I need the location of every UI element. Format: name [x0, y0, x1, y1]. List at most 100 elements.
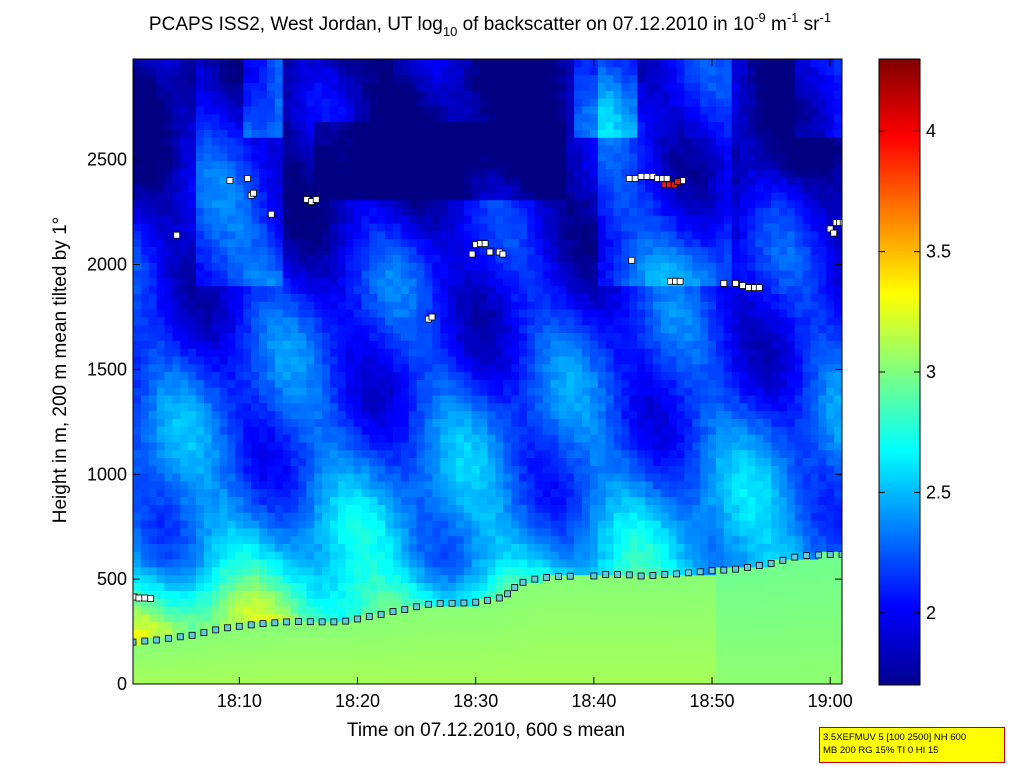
heat-cell	[211, 629, 221, 638]
heat-cell	[487, 613, 496, 623]
heat-cell	[211, 184, 221, 193]
heat-cell	[479, 543, 489, 552]
heat-cell	[385, 293, 394, 302]
heat-cell	[613, 590, 623, 599]
heat-cell	[274, 402, 284, 412]
heat-cell	[511, 473, 520, 482]
heat-cell	[156, 215, 166, 224]
heat-cell	[196, 488, 205, 498]
heat-cell	[455, 676, 465, 684]
heat-cell	[211, 301, 221, 310]
heat-cell	[369, 246, 378, 255]
heat-cell	[377, 113, 386, 123]
heat-cell	[314, 285, 323, 294]
heat-cell	[613, 301, 623, 310]
heat-cell	[282, 90, 292, 99]
heat-cell	[574, 543, 583, 552]
heat-cell	[440, 434, 449, 443]
heat-cell	[511, 434, 520, 443]
heat-cell	[455, 488, 465, 498]
heat-cell	[558, 254, 567, 263]
heat-cell	[274, 121, 284, 130]
heat-cell	[408, 371, 418, 380]
heat-cell	[416, 613, 426, 623]
heat-cell	[314, 269, 323, 279]
heat-cell	[495, 660, 504, 669]
heat-cell	[385, 238, 394, 248]
heat-cell	[148, 465, 158, 474]
heat-cell	[314, 418, 323, 427]
heat-cell	[148, 82, 158, 91]
heat-cell	[621, 598, 630, 607]
heat-cell	[566, 355, 575, 365]
heat-cell	[290, 676, 300, 684]
heat-cell	[219, 137, 229, 146]
heat-cell	[219, 465, 229, 474]
heat-cell	[361, 457, 370, 466]
heat-cell	[369, 504, 378, 513]
heat-cell	[455, 449, 465, 459]
heat-cell	[306, 660, 315, 669]
heat-cell	[511, 566, 520, 576]
heat-cell	[432, 418, 441, 427]
heat-cell	[235, 301, 244, 310]
heat-cell	[196, 191, 205, 201]
heat-cell	[227, 566, 237, 576]
heat-cell	[400, 144, 410, 154]
heat-cell	[211, 98, 221, 107]
heat-cell	[164, 598, 173, 607]
heat-cell	[369, 230, 378, 240]
heat-cell	[377, 387, 386, 396]
heat-cell	[140, 129, 150, 138]
heat-cell	[503, 418, 512, 427]
heat-cell	[432, 644, 441, 654]
heat-cell	[511, 82, 520, 91]
heat-cell	[322, 262, 331, 271]
heat-cell	[621, 652, 630, 662]
heat-cell	[479, 488, 489, 498]
heat-cell	[164, 535, 173, 544]
heat-cell	[440, 230, 449, 240]
heat-cell	[392, 598, 402, 607]
heat-cell	[613, 394, 623, 404]
heat-cell	[400, 402, 410, 412]
heat-cell	[172, 465, 181, 474]
heat-cell	[471, 230, 481, 240]
heat-cell	[322, 90, 331, 99]
heat-cell	[251, 551, 260, 560]
heat-cell	[519, 410, 528, 419]
heat-cell	[408, 660, 418, 669]
heat-cell	[180, 598, 189, 607]
heat-cell	[503, 277, 512, 287]
heat-cell	[448, 644, 457, 654]
heat-cell	[416, 590, 426, 599]
heat-cell	[148, 144, 158, 154]
heat-cell	[156, 371, 166, 380]
heat-cell	[566, 605, 575, 615]
heat-cell	[156, 527, 166, 537]
heat-cell	[314, 168, 323, 177]
heat-cell	[503, 254, 512, 263]
heat-cell	[243, 371, 252, 380]
heat-cell	[227, 113, 237, 123]
heat-cell	[156, 191, 166, 201]
heat-cell	[172, 324, 181, 334]
heat-cell	[211, 176, 221, 185]
heat-cell	[440, 168, 449, 177]
heat-cell	[605, 176, 615, 185]
heat-cell	[400, 121, 410, 130]
heat-cell	[156, 574, 166, 584]
heat-cell	[495, 519, 504, 529]
heat-cell	[479, 269, 489, 279]
heat-cell	[172, 340, 181, 349]
heat-cell	[298, 184, 307, 193]
heat-cell	[479, 90, 489, 99]
heat-cell	[455, 152, 465, 162]
heat-cell	[550, 590, 559, 599]
heat-cell	[416, 285, 426, 294]
heat-cell	[322, 332, 331, 341]
heat-cell	[416, 605, 426, 615]
heat-cell	[361, 184, 370, 193]
heat-cell	[479, 535, 489, 544]
heat-cell	[400, 551, 410, 560]
